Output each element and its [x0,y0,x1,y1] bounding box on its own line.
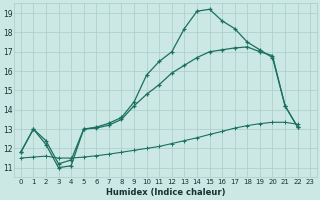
X-axis label: Humidex (Indice chaleur): Humidex (Indice chaleur) [106,188,225,197]
